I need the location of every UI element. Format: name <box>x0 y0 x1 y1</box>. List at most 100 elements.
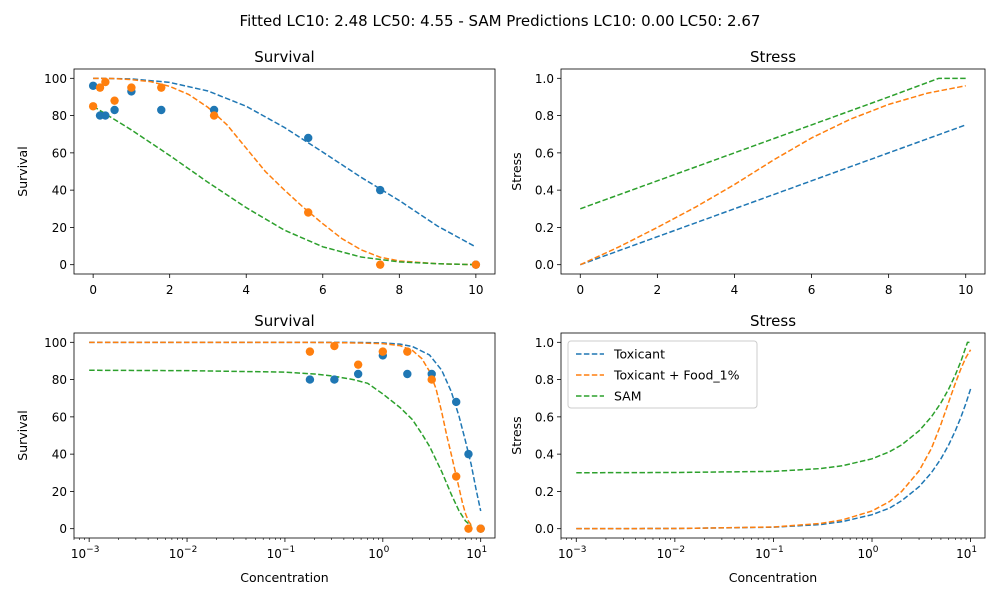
subplot-1: Survival Survival 0 20 40 60 80 100 0 2 4 6 8 10 <box>15 48 496 297</box>
data-point-toxicant <box>464 449 473 459</box>
x-tick-exponent: 0 <box>873 545 879 555</box>
x-tick-label: 10−2 <box>169 545 198 561</box>
y-tick-label: 60 <box>52 146 67 160</box>
data-point-toxicant <box>330 375 339 384</box>
y-tick-label: 40 <box>52 448 67 462</box>
data-point-food <box>403 347 412 356</box>
data-point-food <box>451 472 461 481</box>
x-tick-base: 10 <box>169 547 184 561</box>
y-tick-label: 0.8 <box>535 109 554 123</box>
axes-frame <box>560 332 986 539</box>
subplot-title: Stress <box>750 48 796 66</box>
x-tick-base: 10 <box>755 547 770 561</box>
data-point-toxicant <box>88 81 98 90</box>
y-tick-label: 80 <box>52 109 67 123</box>
data-point-toxicant <box>304 133 313 143</box>
data-point-food <box>110 96 119 105</box>
x-tick-base: 10 <box>657 547 672 561</box>
subplot-3: SurvivalSurvivalConcentration02040608010… <box>15 312 496 585</box>
x-tick-label: 8 <box>395 283 403 297</box>
x-tick-base: 10 <box>958 283 973 297</box>
x-tick-exponent: −2 <box>184 545 197 555</box>
subplot-2: Stress Stress 0.0 0.2 0.4 0.6 0.8 1.0 0 2 4 6 8 10 <box>509 48 986 297</box>
x-tick-exponent: −1 <box>282 545 295 555</box>
y-axis-label: Stress <box>509 416 524 454</box>
data-point-toxicant <box>403 369 412 379</box>
x-tick-label: 8 <box>885 283 893 297</box>
x-axis-label: Concentration <box>729 570 817 585</box>
x-tick-base: 4 <box>731 283 739 297</box>
y-tick-label: 60 <box>52 410 67 424</box>
y-tick-label: 1.0 <box>535 336 554 350</box>
series-line-toxicant <box>89 341 482 512</box>
subplot-title: Stress <box>750 312 796 330</box>
data-point-food <box>378 347 388 356</box>
data-point-food <box>304 208 313 217</box>
data-point-food <box>471 260 481 269</box>
y-tick-label: 0 <box>59 522 67 536</box>
x-tick-label: 100 <box>368 545 389 561</box>
x-tick-label: 6 <box>319 283 327 297</box>
x-tick-base: 10 <box>71 547 86 561</box>
y-axis-label: Survival <box>15 410 30 460</box>
data-point-toxicant <box>157 105 166 115</box>
y-tick-label: 20 <box>52 485 67 499</box>
x-tick-label: 10−1 <box>267 545 296 561</box>
x-tick-base: 8 <box>885 283 893 297</box>
y-axis-label: Stress <box>509 152 524 190</box>
y-tick-label: 20 <box>52 221 67 235</box>
data-point-food <box>464 524 473 533</box>
x-tick-exponent: −3 <box>573 545 586 555</box>
x-axis-label: Concentration <box>240 570 328 585</box>
y-tick-label: 0.2 <box>535 485 554 499</box>
x-tick-base: 10 <box>466 547 481 561</box>
x-tick-label: 4 <box>731 283 739 297</box>
data-point-toxicant <box>451 397 461 407</box>
subplot-title: Survival <box>254 312 314 330</box>
x-tick-label: 10 <box>958 283 973 297</box>
legend-label: Toxicant + Food_1% <box>613 368 740 383</box>
x-tick-base: 10 <box>858 547 873 561</box>
x-tick-base: 10 <box>267 547 282 561</box>
data-point-food <box>476 524 485 533</box>
data-point-food <box>330 341 339 351</box>
x-tick-label: 10 <box>468 283 483 297</box>
x-tick-base: 6 <box>319 283 327 297</box>
x-tick-exponent: 1 <box>481 545 487 555</box>
y-tick-label: 0.2 <box>535 221 554 235</box>
series-line-sam <box>576 341 971 474</box>
x-tick-label: 4 <box>242 283 250 297</box>
x-tick-label: 10−1 <box>755 545 784 561</box>
x-tick-label: 0 <box>89 283 97 297</box>
y-tick-label: 0.8 <box>535 373 554 387</box>
x-tick-base: 10 <box>468 283 483 297</box>
x-tick-label: 2 <box>654 283 662 297</box>
y-tick-label: 1.0 <box>535 72 554 86</box>
data-point-food <box>353 360 363 369</box>
x-tick-label: 10−2 <box>657 545 686 561</box>
x-tick-base: 0 <box>576 283 584 297</box>
x-tick-exponent: 0 <box>384 545 390 555</box>
x-tick-exponent: −3 <box>86 545 99 555</box>
series-line-toxicant <box>580 124 966 266</box>
x-tick-label: 0 <box>576 283 584 297</box>
x-tick-base: 8 <box>395 283 403 297</box>
x-tick-base: 2 <box>166 283 174 297</box>
data-point-food <box>101 77 110 87</box>
data-point-food <box>305 347 315 356</box>
y-tick-label: 40 <box>52 184 67 198</box>
data-point-toxicant <box>305 375 315 384</box>
legend-label: SAM <box>614 389 642 404</box>
series-line-food <box>576 349 972 530</box>
x-tick-base: 10 <box>368 547 383 561</box>
y-tick-label: 100 <box>44 72 67 86</box>
x-tick-label: 10−3 <box>71 545 100 561</box>
series-line-food <box>579 85 966 266</box>
series-line-toxicant <box>93 77 477 248</box>
data-point-toxicant <box>353 369 363 379</box>
y-tick-label: 0.0 <box>535 522 554 536</box>
subplot-title: Survival <box>254 48 314 66</box>
legend-box <box>567 340 758 409</box>
